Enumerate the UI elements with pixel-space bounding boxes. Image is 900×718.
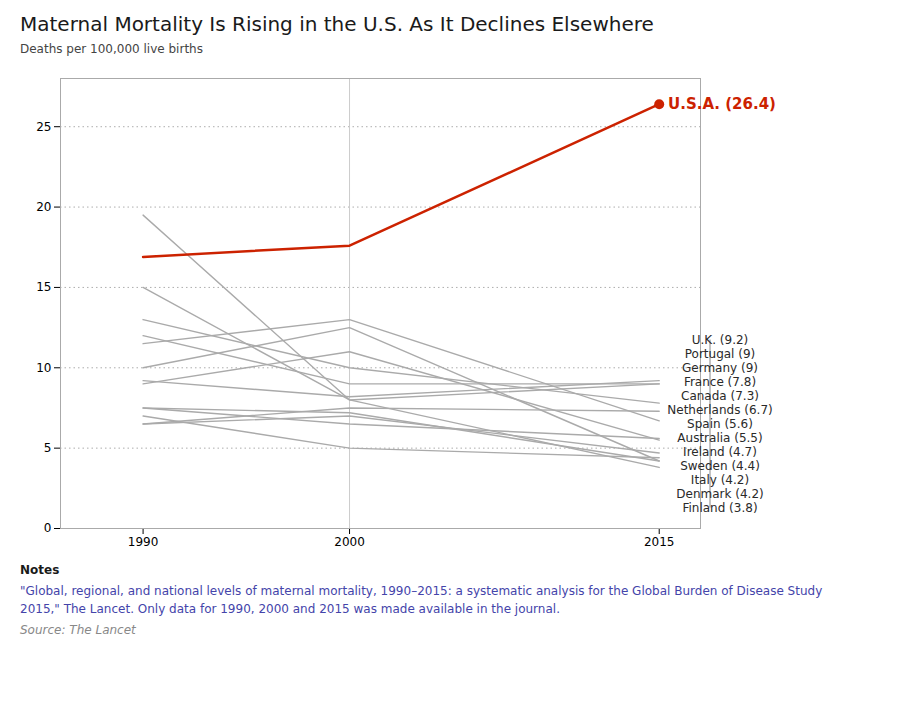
svg-text:Finland (3.8): Finland (3.8)	[682, 501, 757, 515]
svg-text:Canada (7.3): Canada (7.3)	[681, 389, 759, 403]
html-text:Maternal Mortality Is Rising i: Maternal Mortality Is Rising in the U.S.…	[20, 12, 654, 36]
svg-text:15: 15	[36, 280, 51, 294]
svg-text:Portugal (9): Portugal (9)	[685, 347, 756, 361]
html-text:Deaths per 100,000 live births: Deaths per 100,000 live births	[20, 42, 203, 56]
svg-text:Australia (5.5): Australia (5.5)	[677, 431, 762, 445]
html-text:"Global, regional, and nationa: "Global, regional, and national levels o…	[20, 584, 823, 616]
svg-text:Spain (5.6): Spain (5.6)	[687, 417, 753, 431]
svg-text:Germany (9): Germany (9)	[682, 361, 758, 375]
svg-text:U.K. (9.2): U.K. (9.2)	[692, 333, 749, 347]
svg-text:Sweden (4.4): Sweden (4.4)	[680, 459, 760, 473]
svg-text:10: 10	[36, 361, 51, 375]
html-text:Notes: Notes	[20, 563, 60, 577]
svg-text:Denmark (4.2): Denmark (4.2)	[676, 487, 763, 501]
svg-text:20: 20	[36, 200, 51, 214]
svg-text:2000: 2000	[334, 535, 365, 549]
svg-text:25: 25	[36, 120, 51, 134]
svg-text:1990: 1990	[128, 535, 159, 549]
svg-text:Netherlands (6.7): Netherlands (6.7)	[667, 403, 772, 417]
svg-text:2015: 2015	[644, 535, 675, 549]
svg-text:Ireland (4.7): Ireland (4.7)	[683, 445, 757, 459]
html-text:Source: The Lancet: Source: The Lancet	[20, 623, 136, 638]
svg-text:France (7.8): France (7.8)	[684, 375, 756, 389]
svg-text:Italy (4.2): Italy (4.2)	[691, 473, 749, 487]
svg-text:U.S.A. (26.4): U.S.A. (26.4)	[668, 95, 776, 113]
svg-text:5: 5	[44, 441, 52, 455]
svg-text:0: 0	[44, 521, 52, 535]
